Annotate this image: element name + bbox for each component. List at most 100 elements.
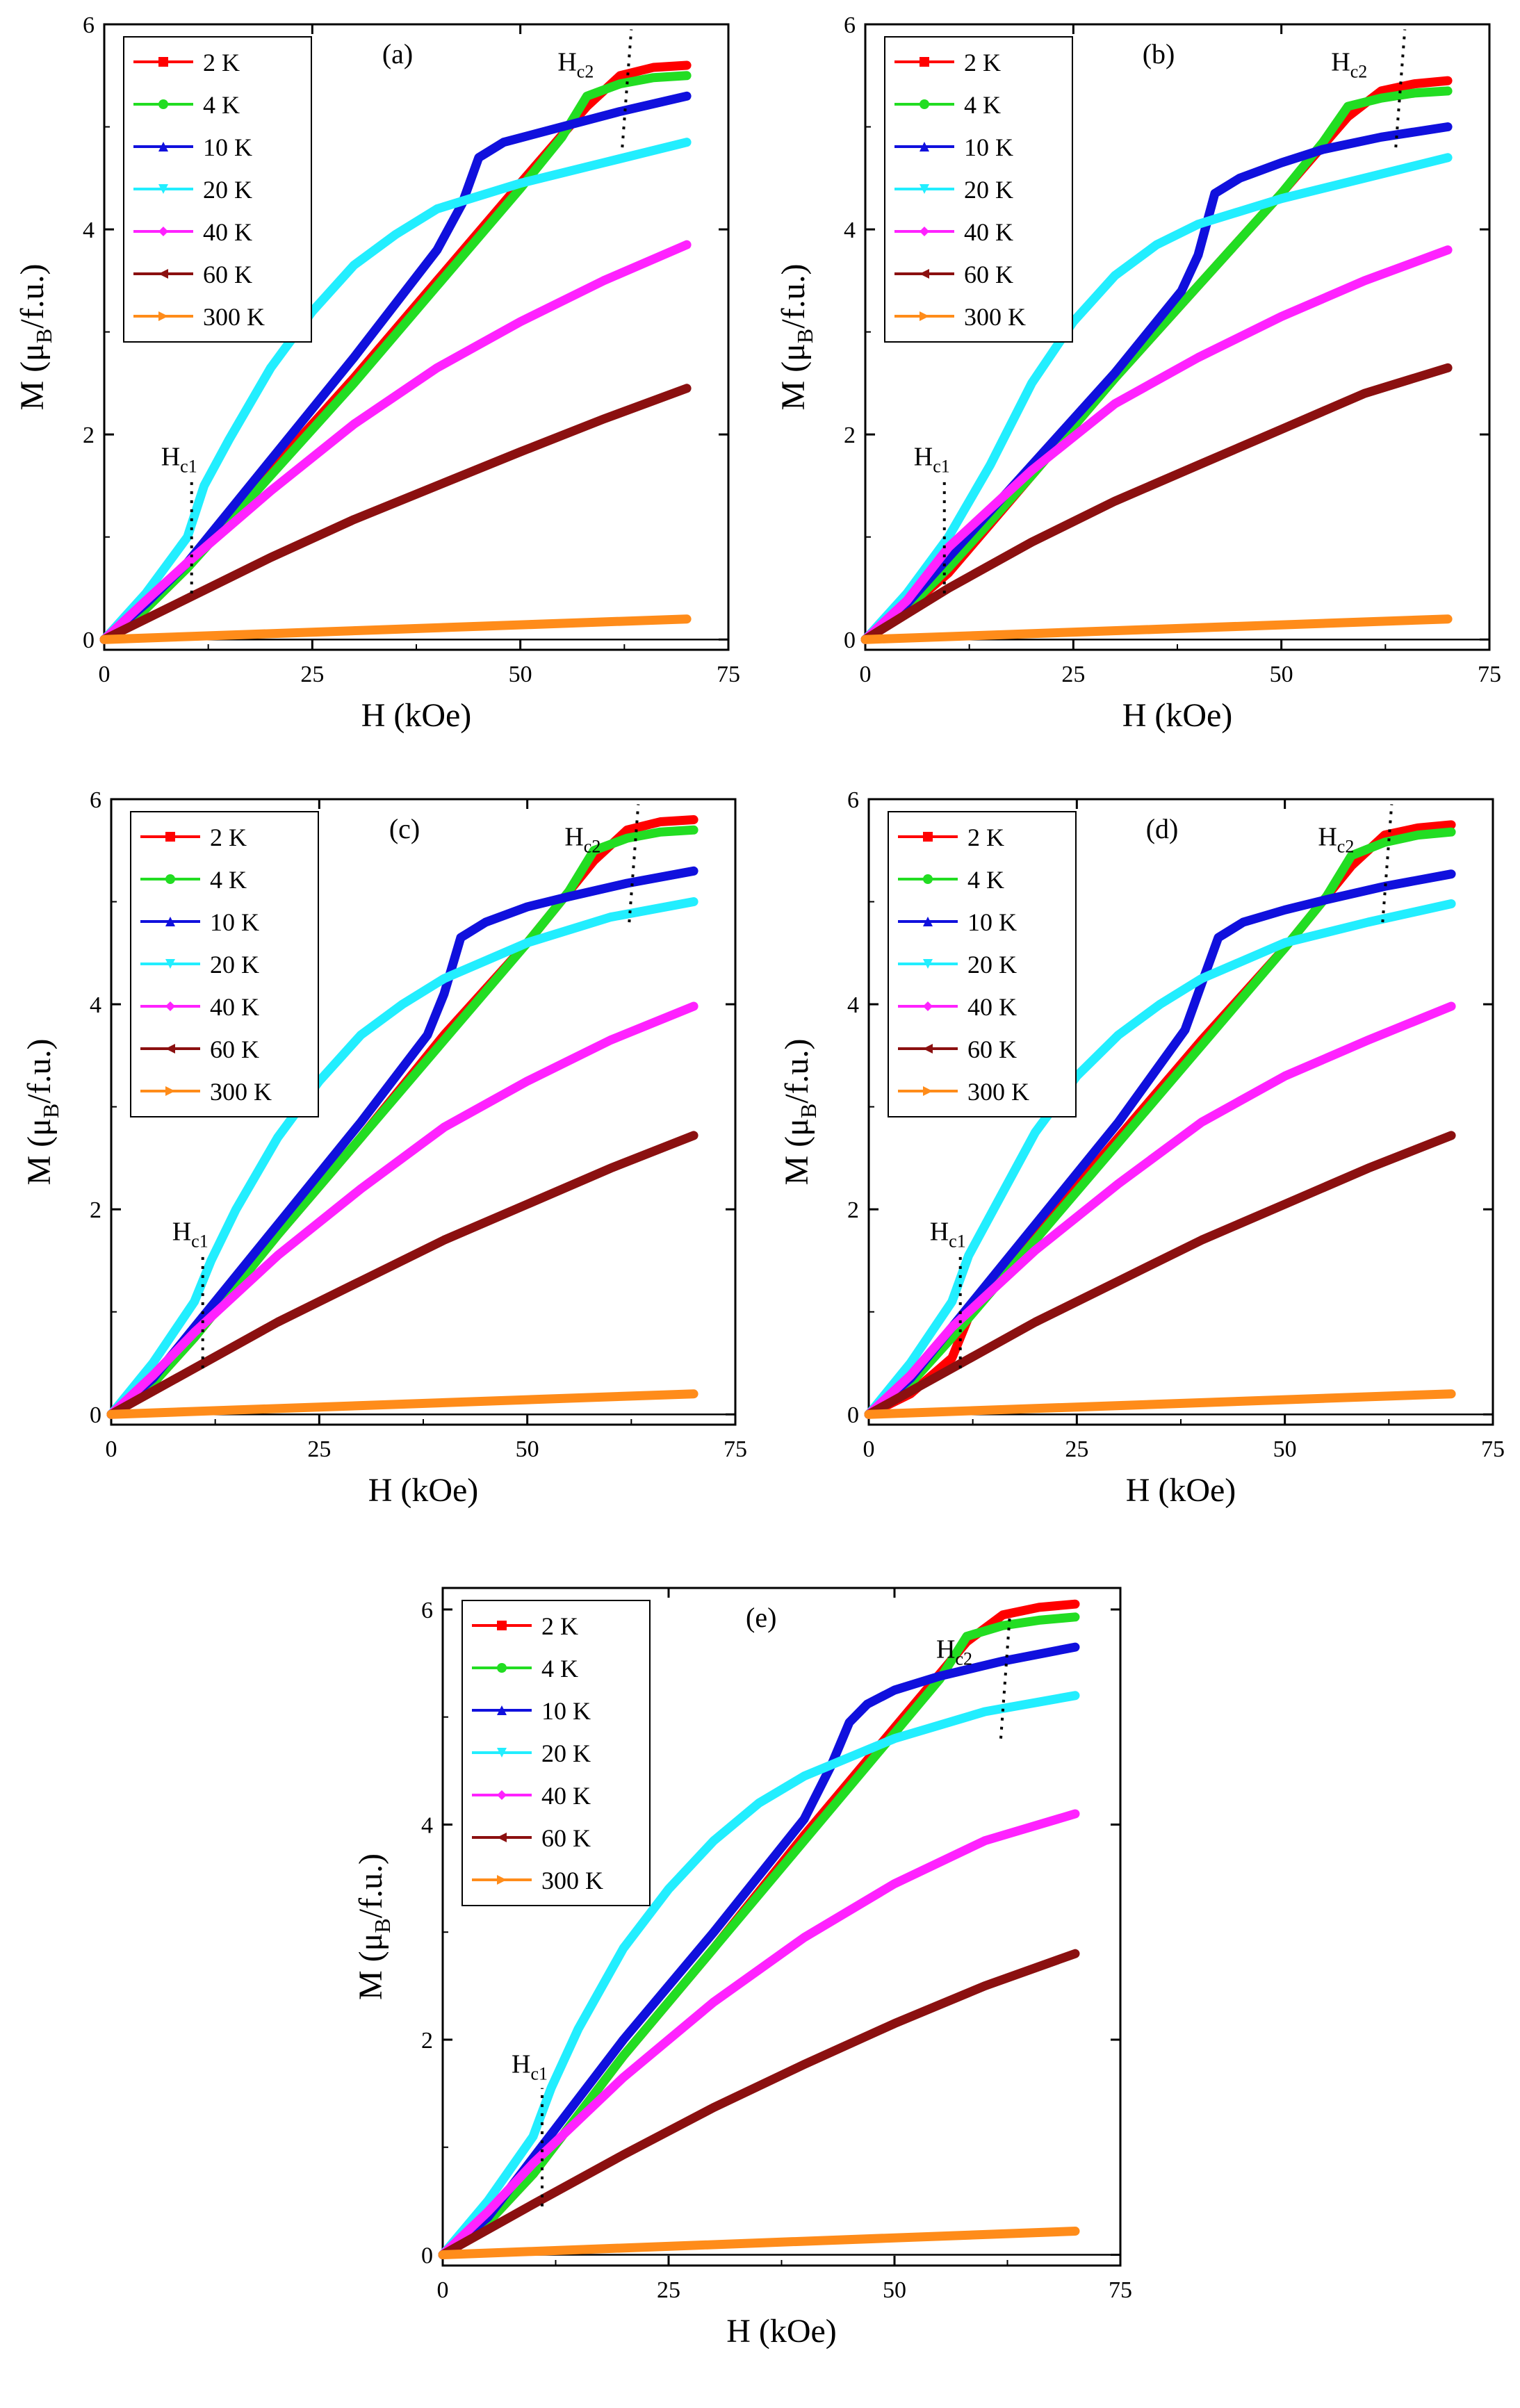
y-tick-label: 6: [844, 13, 856, 38]
y-axis-label: M (μB/f.u.): [778, 1038, 821, 1185]
legend-label: 20 K: [210, 951, 259, 978]
series-line-40k: [864, 1001, 1456, 1419]
series-line-60k: [864, 1131, 1456, 1419]
legend-marker: [923, 917, 933, 926]
y-tick-label: 4: [847, 992, 859, 1018]
legend-marker: [158, 57, 168, 67]
legend-marker: [165, 959, 175, 969]
series-line-4k: [860, 86, 1453, 644]
legend-label: 40 K: [964, 218, 1013, 246]
legend-marker: [165, 1001, 175, 1011]
series-line-40k: [106, 1001, 698, 1419]
hc2-marker: [1381, 804, 1394, 923]
legend-label: 20 K: [964, 176, 1013, 204]
legend: 2 K 4 K 10 K 20 K 40 K 60 K 300 K: [130, 811, 319, 1117]
x-tick-label: 50: [1270, 662, 1293, 687]
legend-marker: [497, 1833, 507, 1842]
legend-marker: [497, 1705, 507, 1715]
legend-marker: [158, 99, 168, 109]
y-tick-label: 0: [83, 628, 95, 653]
series-line-300k: [864, 1389, 1456, 1419]
x-tick-label: 50: [516, 1436, 539, 1462]
x-tick-label: 0: [860, 662, 872, 687]
series-line-60k: [860, 363, 1453, 644]
legend: 2 K 4 K 10 K 20 K 40 K 60 K 300 K: [884, 36, 1073, 343]
legend-label: 10 K: [967, 908, 1017, 936]
chart-panel-1: 0 25 50 75 0 2 4 6 H (kOe) M (μB/f.u.) Hc1 Hc2 (a) 2 …: [14, 13, 740, 734]
y-axis-label: M (μB/f.u.): [775, 263, 817, 410]
legend-marker: [497, 1875, 507, 1885]
panel-tag: (e): [746, 1602, 776, 1633]
x-axis-label: H (kOe): [1122, 697, 1233, 734]
legend-marker: [920, 227, 929, 236]
y-tick-label: 2: [847, 1197, 859, 1223]
x-axis-label: H (kOe): [1126, 1472, 1236, 1509]
x-tick-label: 75: [724, 1436, 747, 1462]
legend-label: 2 K: [203, 49, 240, 76]
series-line-300k: [438, 2227, 1080, 2259]
y-tick-label: 2: [83, 423, 95, 448]
y-axis-label: M (μB/f.u.): [21, 1038, 63, 1185]
series-line-20k: [99, 138, 692, 644]
legend-label: 300 K: [203, 303, 265, 331]
y-axis-label: M (μB/f.u.): [352, 1853, 395, 2000]
x-tick-label: 25: [307, 1436, 331, 1462]
x-tick-label: 25: [1065, 1436, 1088, 1462]
y-tick-label: 6: [847, 787, 859, 813]
legend-label: 300 K: [210, 1078, 272, 1106]
legend-marker: [920, 184, 929, 194]
x-tick-label: 25: [657, 2277, 680, 2303]
y-tick-label: 2: [90, 1197, 101, 1223]
legend-marker: [165, 1044, 175, 1054]
panel-tag: (b): [1143, 38, 1175, 69]
hc2-marker: [999, 1614, 1011, 1739]
legend-marker: [158, 142, 168, 151]
legend-label: 10 K: [541, 1697, 591, 1725]
series-line-300k: [99, 614, 692, 644]
legend-label: 10 K: [210, 908, 259, 936]
legend-label: 60 K: [210, 1035, 259, 1063]
legend-label: 4 K: [967, 866, 1004, 894]
legend-marker: [923, 1086, 933, 1096]
x-tick-label: 25: [300, 662, 324, 687]
panel-tag: (a): [382, 38, 413, 69]
y-tick-label: 0: [421, 2243, 433, 2269]
legend: 2 K 4 K 10 K 20 K 40 K 60 K 300 K: [123, 36, 312, 343]
series-line-40k: [99, 240, 692, 644]
legend-label: 2 K: [541, 1612, 578, 1640]
legend-label: 40 K: [210, 993, 259, 1021]
series-line-60k: [438, 1949, 1080, 2259]
legend-marker: [158, 311, 168, 321]
legend-label: 60 K: [541, 1824, 591, 1852]
y-axis-label: M (μB/f.u.): [14, 263, 56, 410]
legend-marker: [165, 874, 175, 884]
legend-marker: [165, 832, 175, 842]
series-line-20k: [860, 153, 1453, 644]
series-line-300k: [860, 614, 1453, 644]
legend-marker: [165, 917, 175, 926]
x-tick-label: 75: [1481, 1436, 1505, 1462]
hc2-marker: [1394, 29, 1407, 148]
legend-label: 10 K: [203, 133, 252, 161]
legend-label: 60 K: [964, 261, 1013, 288]
legend-label: 20 K: [203, 176, 252, 204]
panel-tag: (d): [1146, 813, 1179, 844]
legend-marker: [920, 99, 929, 109]
legend-label: 300 K: [964, 303, 1026, 331]
hc2-label: Hc2: [1331, 47, 1367, 81]
legend-label: 40 K: [203, 218, 252, 246]
hc1-label: Hc1: [161, 443, 197, 477]
legend-marker: [165, 1086, 175, 1096]
legend-label: 40 K: [967, 993, 1017, 1021]
legend-label: 300 K: [967, 1078, 1029, 1106]
hc1-label: Hc1: [930, 1218, 966, 1252]
x-axis-label: H (kOe): [726, 2313, 837, 2350]
legend-marker: [920, 311, 929, 321]
series-line-20k: [106, 897, 698, 1419]
x-tick-label: 0: [106, 1436, 117, 1462]
series-line-300k: [106, 1389, 698, 1419]
legend-label: 10 K: [964, 133, 1013, 161]
x-tick-label: 50: [1273, 1436, 1297, 1462]
panel-tag: (c): [389, 813, 420, 844]
legend-label: 4 K: [203, 91, 240, 119]
